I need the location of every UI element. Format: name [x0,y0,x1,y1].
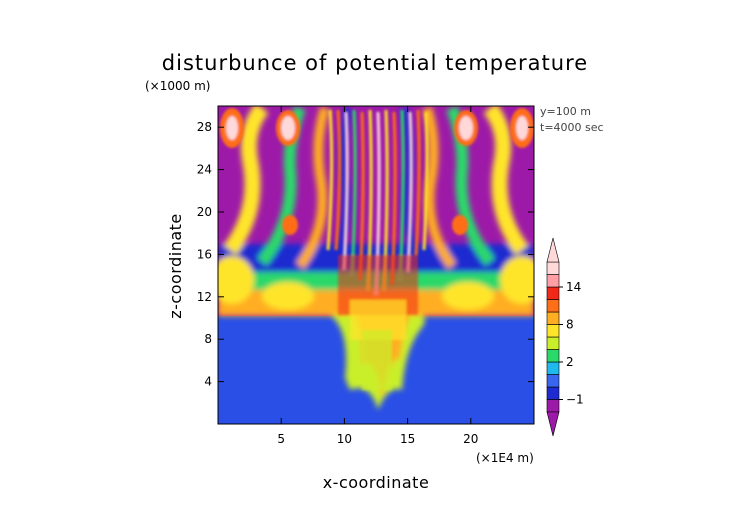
colorbar-segment [546,349,560,363]
field-arm-right-3 [422,106,457,269]
x-tick-label: 15 [400,432,415,446]
colorbar-segment [546,274,560,288]
field-hot-top-left-core [226,116,238,140]
y-tick-label: 24 [197,163,212,177]
field-lobe-left-inner [262,282,314,310]
field-arm-right-4 [400,107,426,270]
colorbar-bottom-cap [546,411,560,437]
colorbar-tick-label: −1 [566,393,584,407]
field-hot-2-core [281,116,295,140]
colorbar-segment [546,399,560,413]
field-arm-left-4 [326,107,352,270]
y-unit-label: (×1000 m) [145,79,210,93]
chart-title: disturbunce of potential temperature [162,51,588,75]
x-tick-label: 20 [463,432,478,446]
colorbar-segment [546,299,560,313]
plot-frame [217,105,535,425]
y-tick-label: 8 [204,332,212,346]
colorbar-segment [546,261,560,275]
heatmap-field [218,106,534,424]
x-unit-label: (×1E4 m) [476,451,534,465]
colorbar-tick-label: 2 [566,355,574,369]
colorbar-segment [546,286,560,300]
field-lobe-right-inner [442,282,494,310]
x-axis-title: x-coordinate [323,473,430,492]
field-hot-5 [452,215,468,235]
y-axis-title: z-coordinate [166,213,185,319]
field-arm-left-3 [295,106,330,269]
colorbar-segment [546,324,560,338]
colorbar-segment [546,311,560,325]
field-arm-left-1 [223,106,269,255]
colorbar-tick-label: 14 [566,280,581,294]
x-tick-label: 5 [277,432,285,446]
field-hot-4 [282,215,298,235]
colorbar: 14 8 2 −1 [546,237,584,437]
y-axis-ticks: 4 8 12 16 20 24 28 [197,120,534,389]
colorbar-segment [546,374,560,388]
colorbar-tick-label: 8 [566,318,574,332]
info-line-y: y=100 m [540,105,591,118]
x-axis-ticks: 5 10 15 20 [277,106,478,446]
field-arm-right-1 [483,106,529,255]
field-lobe-right [500,256,534,304]
field-central-mixing [338,255,418,390]
colorbar-segment [546,361,560,375]
y-tick-label: 28 [197,120,212,134]
y-tick-label: 16 [197,247,212,261]
colorbar-segment [546,336,560,350]
y-tick-label: 12 [197,290,212,304]
colorbar-segment [546,386,560,400]
field-lobe-left [218,256,254,304]
field-hot-3-core [459,116,473,140]
y-tick-label: 20 [197,205,212,219]
colorbar-top-cap [546,237,560,263]
x-tick-label: 10 [337,432,352,446]
info-line-t: t=4000 sec [540,121,604,134]
y-tick-label: 4 [204,375,212,389]
field-hot-top-right-core [516,116,528,140]
